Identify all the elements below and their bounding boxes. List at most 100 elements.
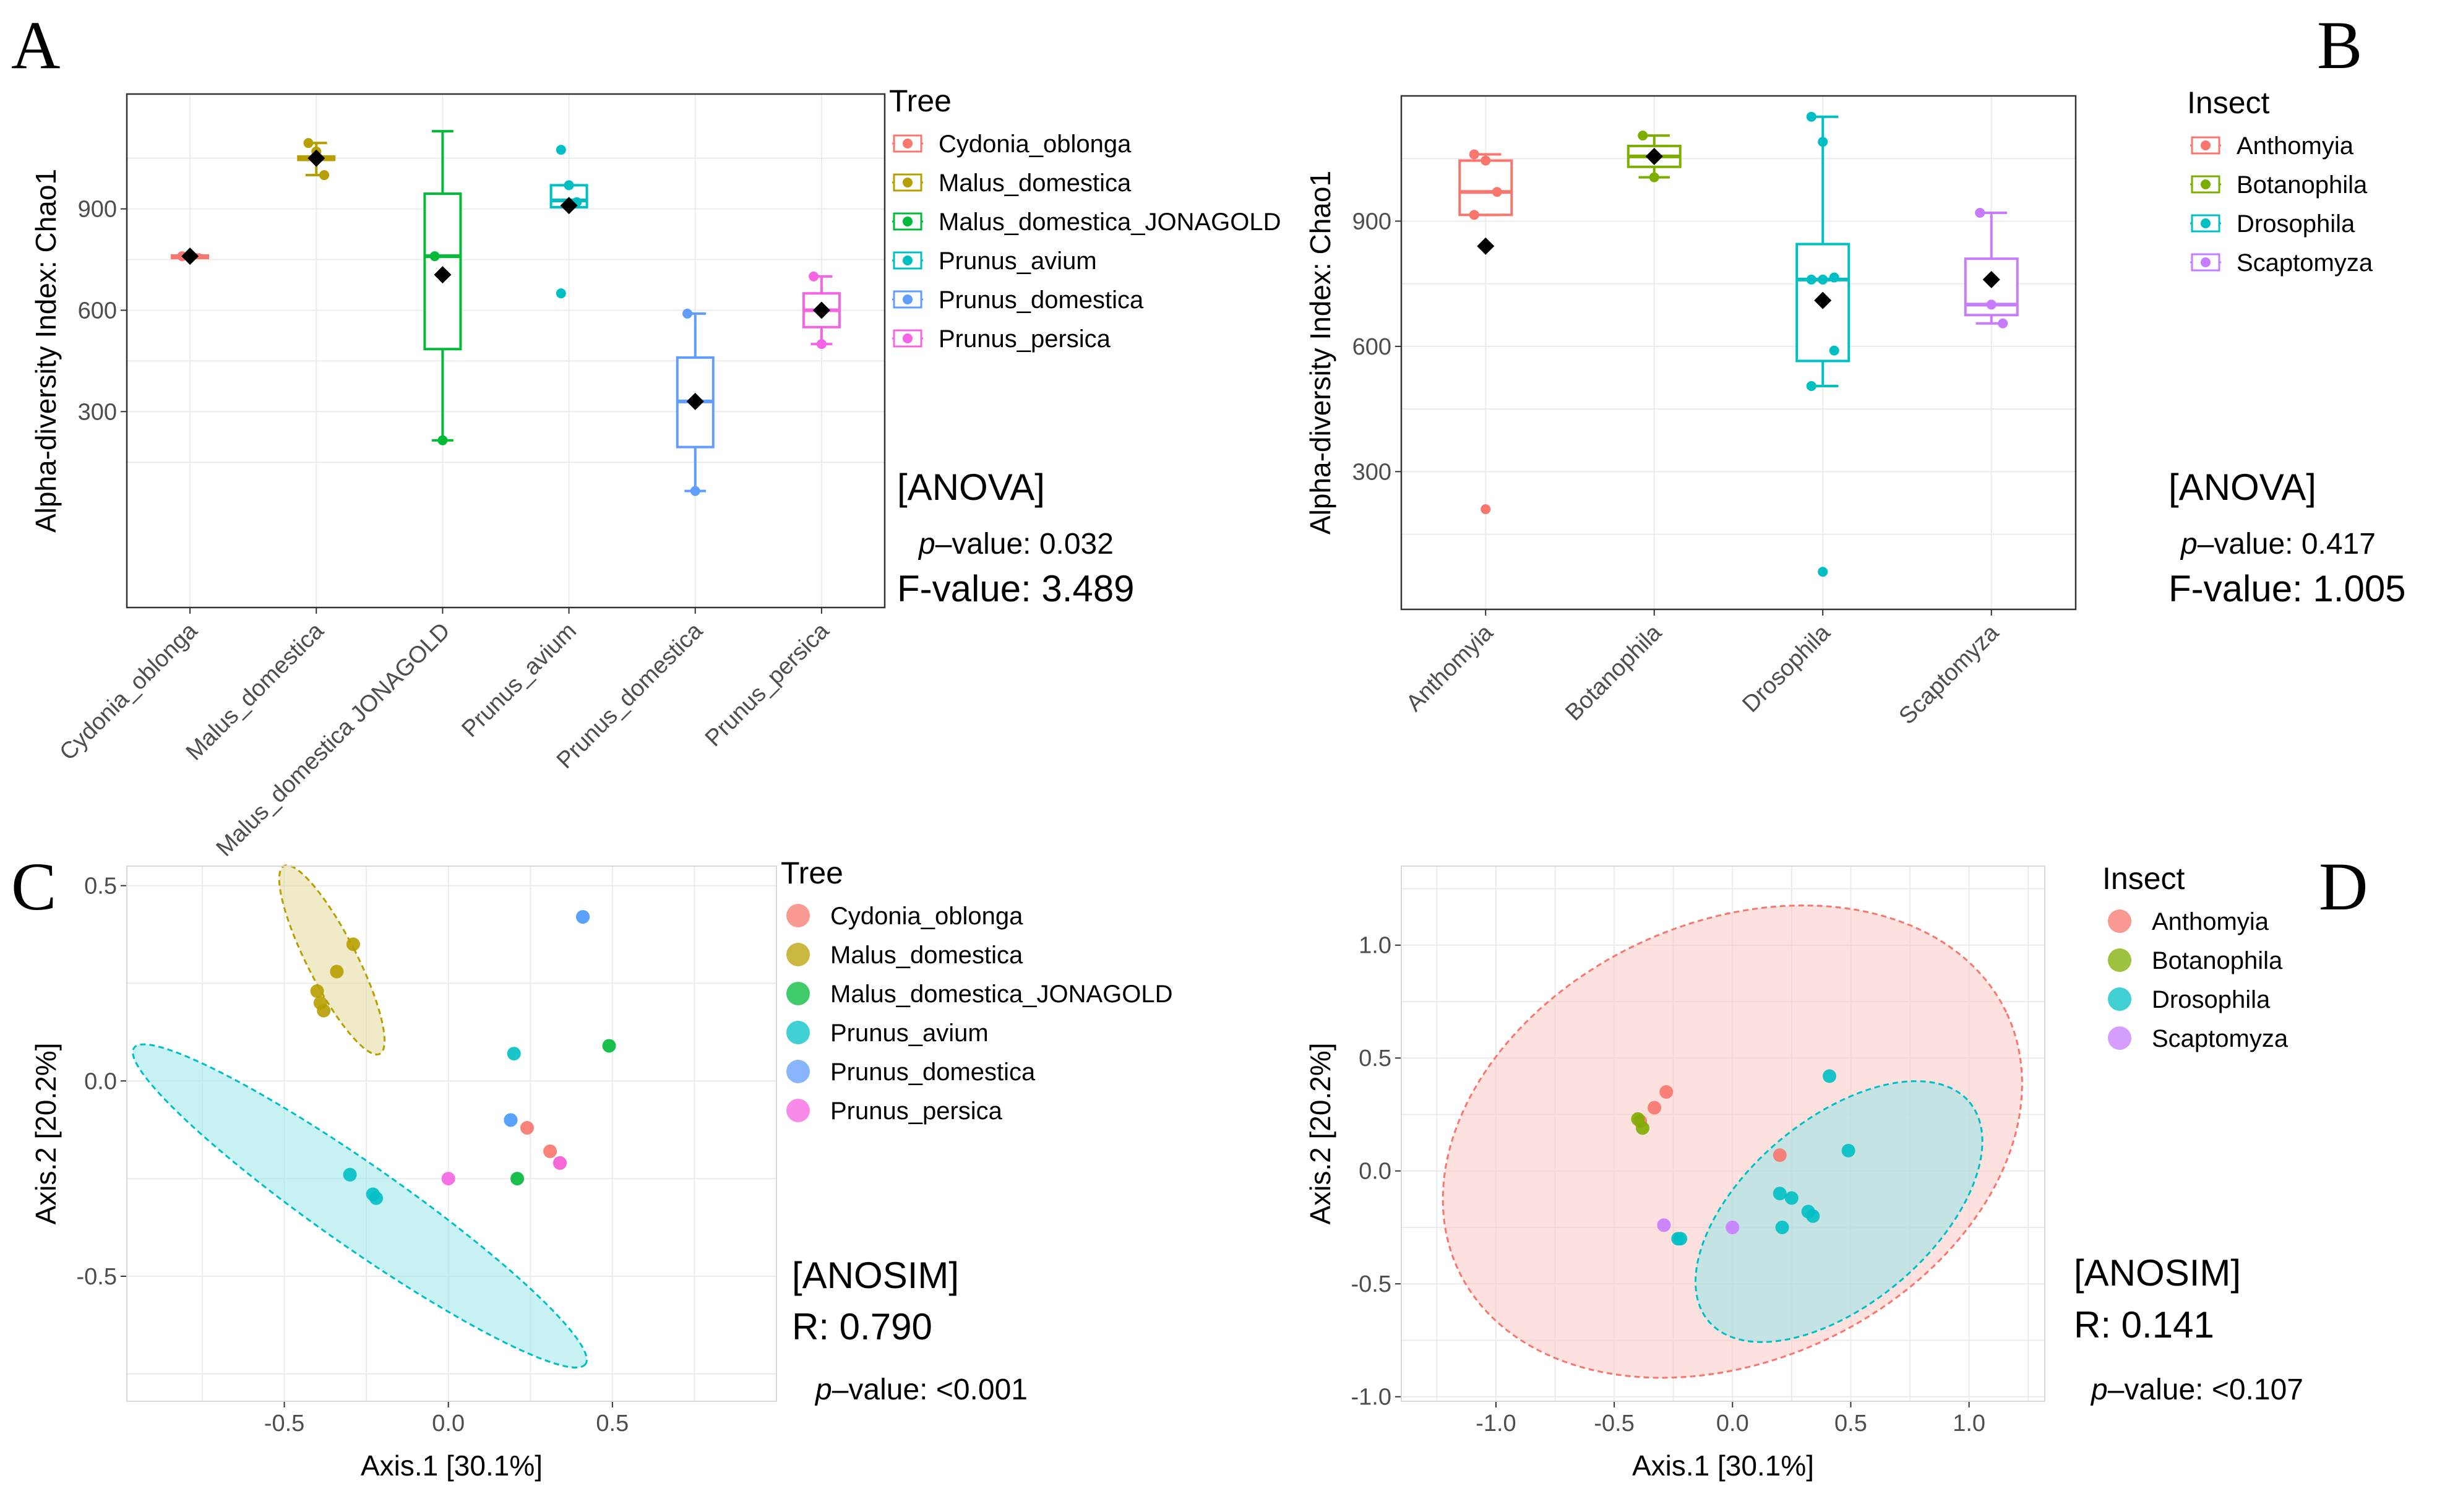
c-point-prunus-persica bbox=[441, 1172, 455, 1186]
d-point-anthomyia bbox=[1659, 1085, 1674, 1099]
b-legend-label-botanophila: Botanophila bbox=[2237, 171, 2368, 199]
b-point-anthomyia bbox=[1481, 504, 1491, 515]
c-legend-title: Tree bbox=[781, 856, 843, 890]
c-point-malus-domestica bbox=[330, 964, 344, 979]
panel-b-pvalue-text: –value: 0.417 bbox=[2198, 528, 2376, 561]
b-point-drosophila bbox=[1818, 567, 1828, 577]
d-legend-key-drosophila bbox=[2108, 987, 2131, 1011]
c-ytick-label: -0.5 bbox=[77, 1264, 117, 1290]
a-legend-dot-malus-domestica bbox=[903, 178, 913, 187]
a-legend-dot-prunus-domestica bbox=[903, 294, 913, 304]
b-mean-botanophila bbox=[1645, 147, 1663, 165]
a-mean-cydonia-oblonga bbox=[181, 247, 199, 265]
c-legend-label-malus-domestica-jonagold: Malus_domestica_JONAGOLD bbox=[830, 981, 1173, 1008]
d-xtick-label: -1.0 bbox=[1476, 1411, 1516, 1437]
d-legend-label-botanophila: Botanophila bbox=[2152, 947, 2283, 974]
panel-b-pvalue: p–value: 0.417 bbox=[2180, 528, 2376, 561]
c-point-prunus-domestica bbox=[576, 910, 590, 924]
d-legend-key-scaptomyza bbox=[2108, 1026, 2131, 1050]
c-point-prunus-avium bbox=[369, 1191, 384, 1205]
a-point-prunus-persica bbox=[816, 339, 827, 350]
panel-b-fvalue: F-value: 1.005 bbox=[2168, 568, 2406, 609]
panel-a-p-symbol: p bbox=[918, 528, 935, 561]
c-xtick-label: -0.5 bbox=[264, 1411, 304, 1437]
a-point-malus-domestica-jonagold bbox=[429, 251, 440, 262]
c-ellipse-prunus-avium bbox=[132, 1043, 588, 1369]
c-point-prunus-avium bbox=[507, 1047, 521, 1061]
d-point-drosophila bbox=[1674, 1232, 1688, 1246]
d-legend-label-anthomyia: Anthomyia bbox=[2152, 908, 2269, 935]
panel-c-p-symbol: p bbox=[814, 1373, 832, 1406]
c-point-prunus-avium bbox=[343, 1167, 357, 1182]
panel-label-a: A bbox=[11, 7, 60, 83]
d-point-drosophila bbox=[1773, 1187, 1787, 1201]
panel-c-rvalue: R: 0.790 bbox=[792, 1306, 932, 1347]
c-legend-label-prunus-avium: Prunus_avium bbox=[830, 1020, 989, 1047]
a-mean-prunus-avium bbox=[560, 197, 578, 215]
b-plot-area bbox=[1401, 96, 2076, 609]
d-ytick-label: 1.0 bbox=[1359, 933, 1391, 959]
c-frame bbox=[126, 866, 777, 1402]
c-point-prunus-persica bbox=[553, 1156, 567, 1170]
b-legend-key-botanophila bbox=[2191, 175, 2220, 194]
c-ytick-label: 0.0 bbox=[84, 1068, 117, 1094]
a-ytick-label-300: 300 bbox=[78, 399, 117, 425]
b-box-anthomyia bbox=[1458, 159, 1513, 217]
panel-a-pvalue-text: –value: 0.032 bbox=[935, 528, 1114, 561]
c-legend-key-malus-domestica-jonagold bbox=[786, 982, 810, 1005]
panel-d-pvalue: p–value: <0.107 bbox=[2090, 1373, 2303, 1406]
c-legend-key-cydonia-oblonga bbox=[786, 904, 810, 927]
b-point-drosophila bbox=[1829, 345, 1839, 356]
a-legend-title: Tree bbox=[889, 84, 952, 118]
c-legend-label-malus-domestica: Malus_domestica bbox=[830, 942, 1023, 969]
d-xtick-label: 0.0 bbox=[1716, 1411, 1749, 1437]
panel-b-stat-name: [ANOVA] bbox=[2168, 466, 2316, 508]
d-xtick-label: -0.5 bbox=[1594, 1411, 1634, 1437]
b-point-drosophila bbox=[1818, 137, 1828, 147]
a-point-prunus-domestica bbox=[682, 308, 692, 319]
c-legend-label-prunus-domestica: Prunus_domestica bbox=[830, 1059, 1036, 1086]
c-legend-key-prunus-domestica bbox=[786, 1060, 810, 1083]
d-ytick-label: 0.0 bbox=[1359, 1159, 1391, 1185]
d-point-anthomyia bbox=[1648, 1101, 1662, 1115]
d-point-drosophila bbox=[1806, 1209, 1820, 1223]
b-point-drosophila bbox=[1806, 380, 1816, 391]
b-point-drosophila bbox=[1806, 274, 1816, 285]
d-point-drosophila bbox=[1823, 1069, 1837, 1083]
c-xtick-label: 0.5 bbox=[596, 1411, 629, 1437]
d-xlabel: Axis.1 [30.1%] bbox=[1632, 1450, 1814, 1482]
d-point-scaptomyza bbox=[1726, 1220, 1740, 1234]
b-legend-dot-botanophila bbox=[2201, 179, 2211, 189]
c-xlabel: Axis.1 [30.1%] bbox=[361, 1450, 543, 1482]
a-legend-dot-prunus-avium bbox=[903, 256, 913, 265]
b-legend-dot-drosophila bbox=[2201, 218, 2211, 228]
d-point-drosophila bbox=[1784, 1191, 1799, 1205]
d-frame bbox=[1401, 866, 2045, 1402]
c-legend-key-prunus-avium bbox=[786, 1021, 810, 1044]
b-point-scaptomyza bbox=[1986, 299, 1996, 310]
c-point-malus-domestica-jonagold bbox=[510, 1172, 525, 1186]
c-point-malus-domestica bbox=[313, 995, 327, 1010]
c-ylabel: Axis.2 [20.2%] bbox=[30, 1042, 62, 1224]
b-point-scaptomyza bbox=[1975, 207, 1985, 218]
a-legend-key-prunus-avium bbox=[893, 251, 922, 270]
b-point-drosophila bbox=[1829, 272, 1839, 283]
c-point-cydonia-oblonga bbox=[520, 1121, 534, 1135]
panel-d-rvalue: R: 0.141 bbox=[2074, 1304, 2214, 1346]
b-point-anthomyia bbox=[1492, 187, 1502, 197]
b-legend-label-drosophila: Drosophila bbox=[2237, 210, 2355, 238]
panel-c-pcoa: -0.5 0.0 0.5 -0.5 0.0 0.5 Axis.1 [30.1%] Axis.2… bbox=[30, 856, 1173, 1482]
a-legend-label-malus-domestica: Malus_domestica bbox=[939, 170, 1132, 197]
a-frame bbox=[126, 93, 886, 609]
a-point-malus-domestica bbox=[303, 138, 314, 148]
a-legend-label-prunus-persica: Prunus_persica bbox=[939, 325, 1111, 353]
d-legend-label-scaptomyza: Scaptomyza bbox=[2152, 1025, 2289, 1052]
d-legend-label-drosophila: Drosophila bbox=[2152, 986, 2271, 1013]
a-mean-prunus-domestica bbox=[686, 392, 704, 410]
d-point-drosophila bbox=[1775, 1220, 1789, 1234]
panel-d-p-symbol: p bbox=[2090, 1373, 2108, 1406]
b-point-drosophila bbox=[1818, 274, 1828, 285]
panel-a-fvalue: F-value: 3.489 bbox=[897, 568, 1135, 609]
b-legend-label-scaptomyza: Scaptomyza bbox=[2237, 249, 2373, 277]
c-point-malus-domestica-jonagold bbox=[602, 1039, 616, 1053]
